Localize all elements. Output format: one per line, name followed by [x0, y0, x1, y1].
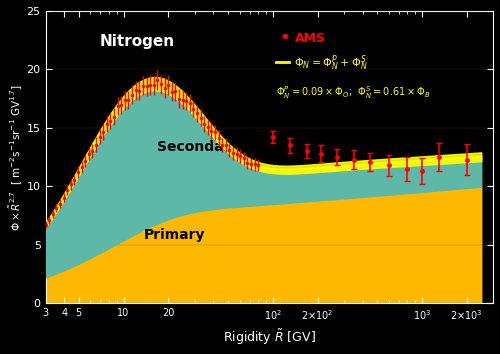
Text: $\Phi_N^P= 0.09\times\Phi_O$;  $\Phi_N^S= 0.61\times\Phi_B$: $\Phi_N^P= 0.09\times\Phi_O$; $\Phi_N^S=…	[276, 84, 430, 101]
Text: Secondary: Secondary	[158, 140, 240, 154]
Text: $\Phi_N = \Phi_N^P + \Phi_N^S$: $\Phi_N = \Phi_N^P + \Phi_N^S$	[294, 54, 368, 74]
Y-axis label: $\Phi \times \tilde{R}^{2.7}$  [ m$^{-2}$s$^{-1}$sr$^{-1}$ GV$^{1.7}$]: $\Phi \times \tilde{R}^{2.7}$ [ m$^{-2}$…	[7, 84, 24, 231]
Text: Nitrogen: Nitrogen	[100, 34, 174, 49]
X-axis label: Rigidity $\tilde{R}$ [GV]: Rigidity $\tilde{R}$ [GV]	[223, 328, 316, 347]
Text: Primary: Primary	[144, 228, 206, 242]
Text: AMS: AMS	[296, 32, 326, 45]
